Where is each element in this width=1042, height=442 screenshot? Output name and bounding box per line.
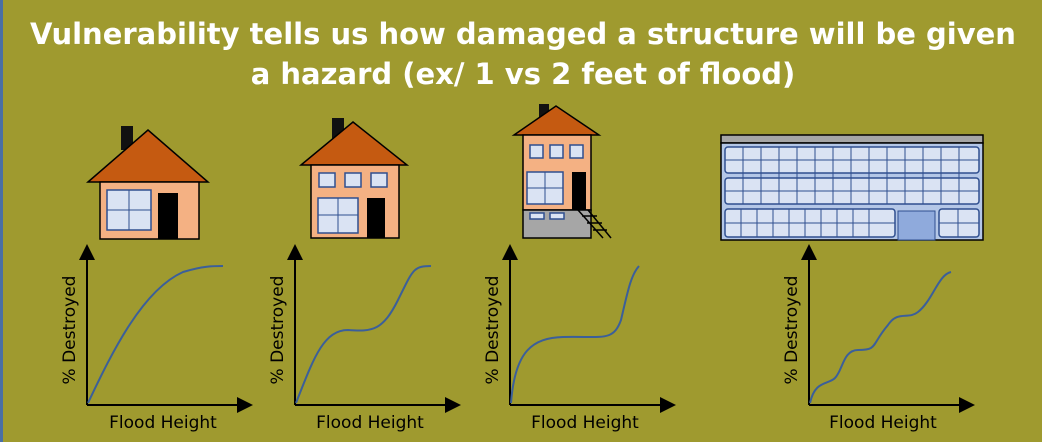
x-axis-label: Flood Height <box>316 413 424 433</box>
y-axis-label: % Destroyed <box>782 276 802 385</box>
graph <box>295 252 453 405</box>
house-elevated <box>514 104 611 238</box>
y-axis-label: % Destroyed <box>268 276 288 385</box>
commercial-building <box>721 135 983 240</box>
house-medium <box>301 118 407 238</box>
illustration: % Destroyed Flood Height % Destroyed Flo… <box>3 0 1042 442</box>
x-axis-label: Flood Height <box>531 413 639 433</box>
graph <box>809 252 967 405</box>
y-axis-label: % Destroyed <box>60 276 80 385</box>
graph <box>510 252 668 405</box>
y-axis-label: % Destroyed <box>483 276 503 385</box>
graph <box>87 252 245 405</box>
x-axis-label: Flood Height <box>829 413 937 433</box>
slide: Vulnerability tells us how damaged a str… <box>0 0 1042 442</box>
x-axis-label: Flood Height <box>109 413 217 433</box>
house-small <box>88 126 208 239</box>
